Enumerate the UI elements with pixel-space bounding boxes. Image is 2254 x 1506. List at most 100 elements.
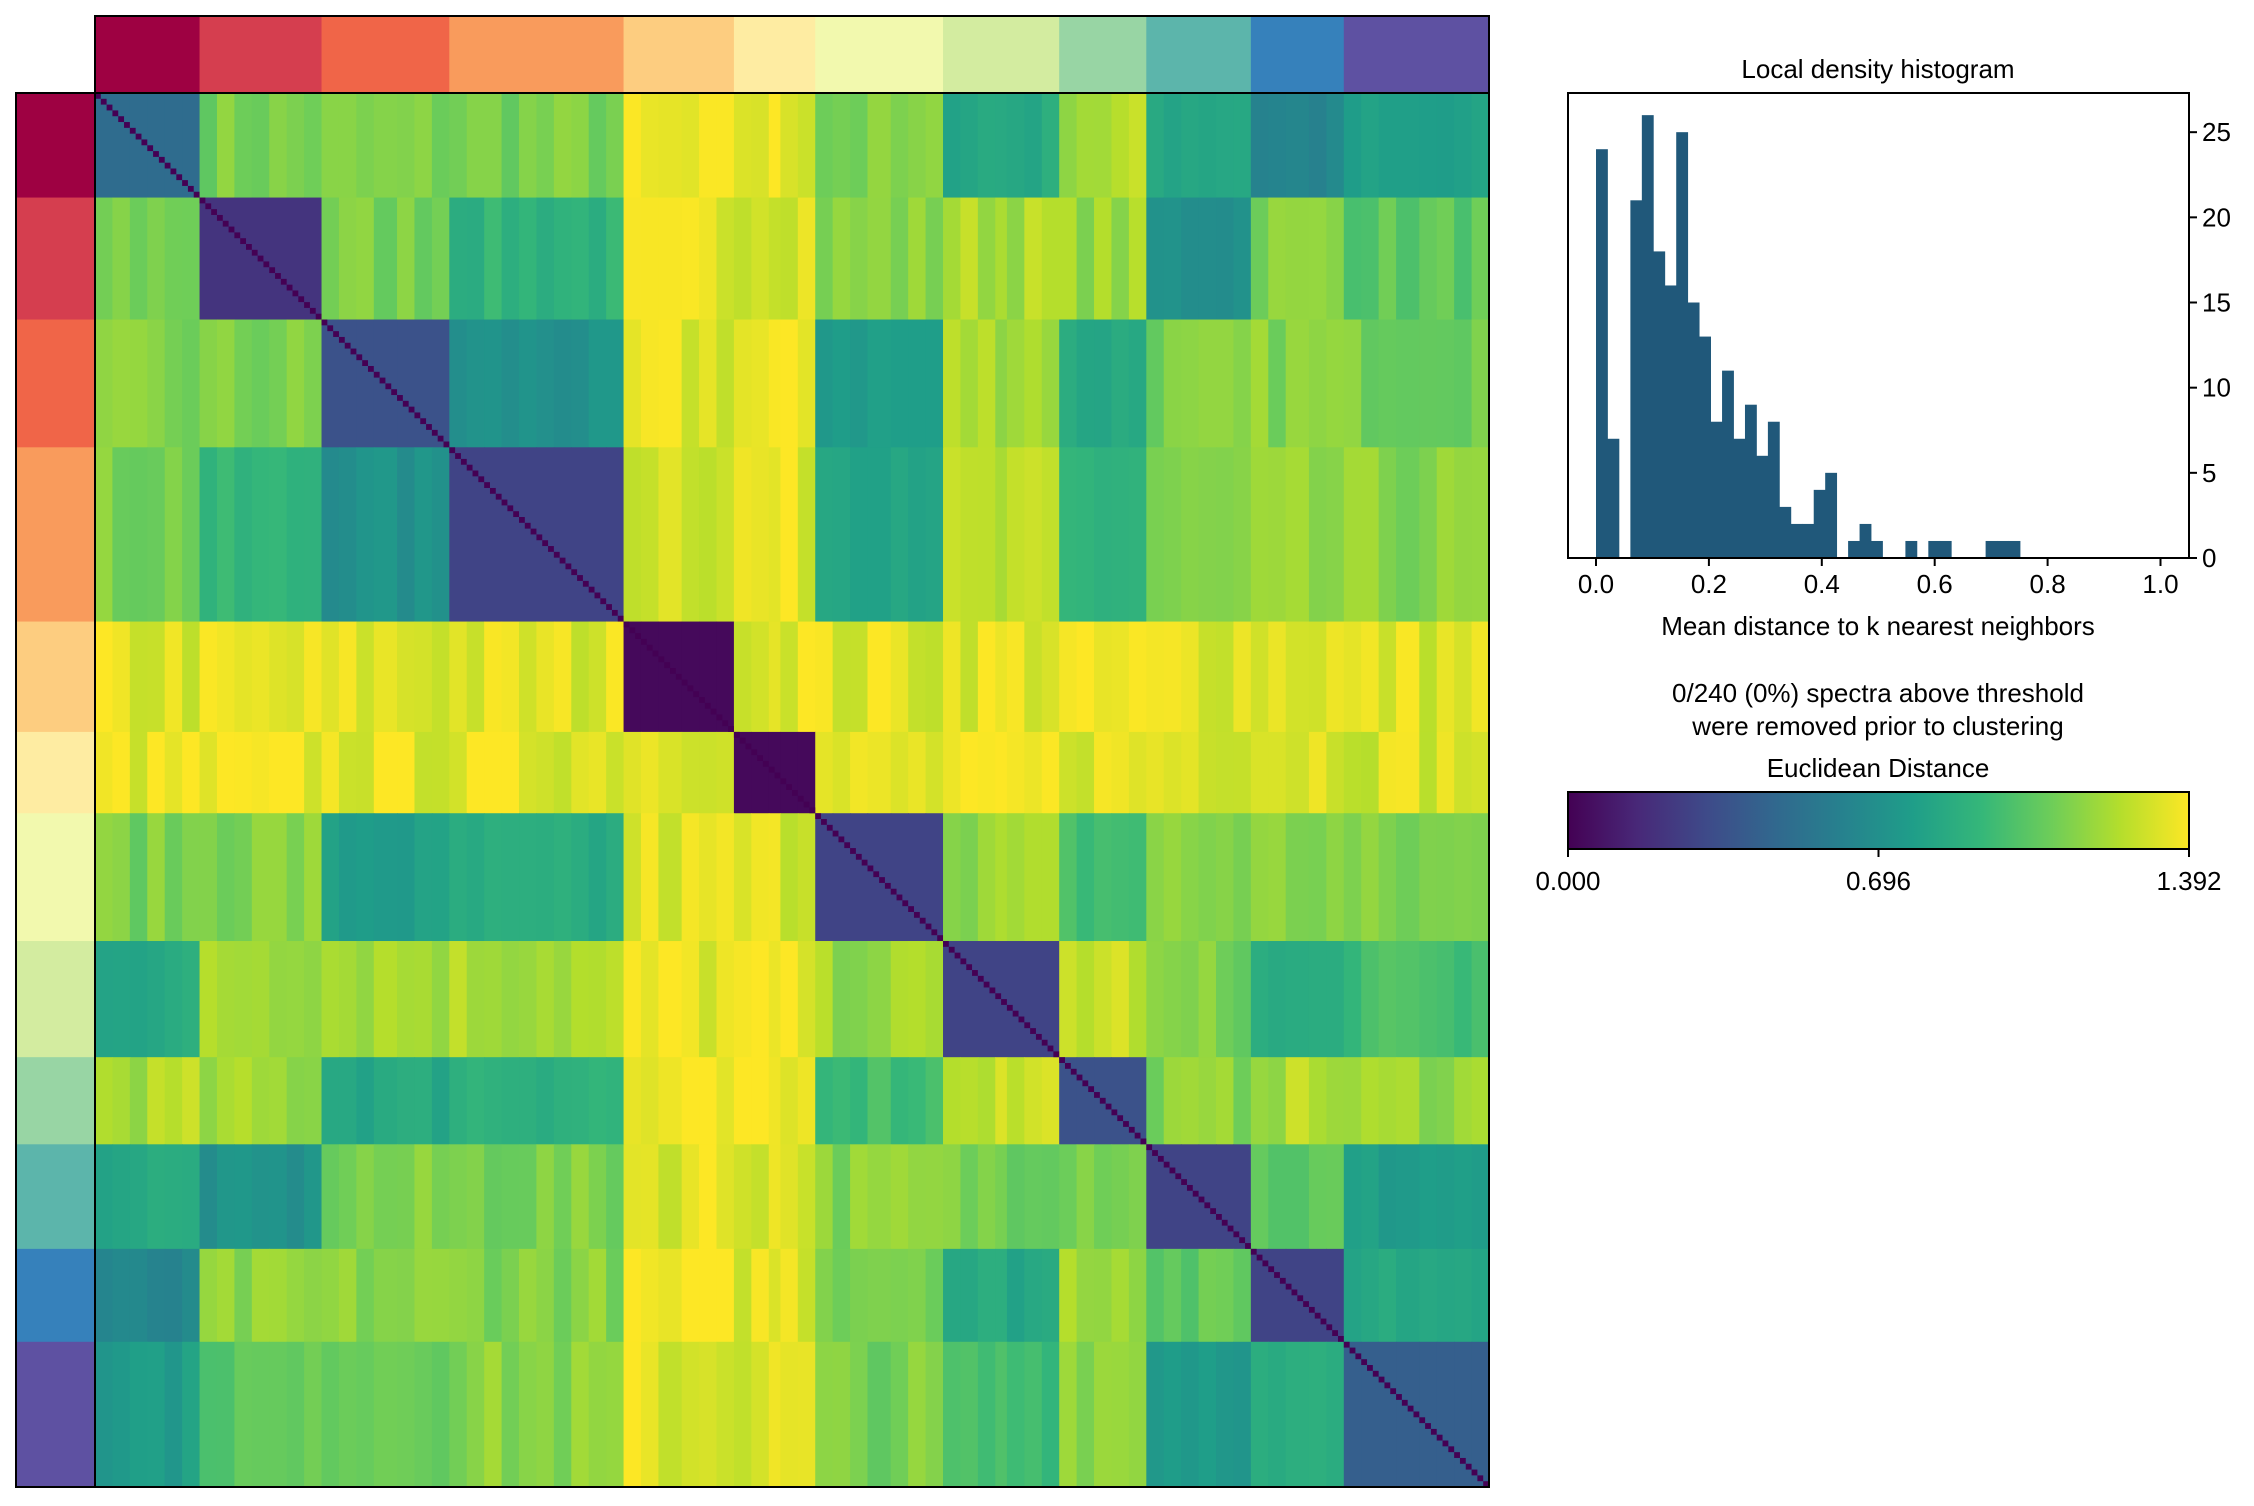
heatmap-block <box>815 1248 944 1343</box>
heatmap-cell <box>815 319 834 448</box>
heatmap-block <box>321 731 450 814</box>
heatmap-cell <box>716 1248 735 1343</box>
heatmap-block <box>943 447 1060 623</box>
heatmap-cell <box>519 319 538 448</box>
heatmap-cell <box>1268 1248 1287 1343</box>
heatmap-cell <box>890 1057 909 1145</box>
heatmap-block <box>943 197 1060 321</box>
heatmap-cell <box>286 731 305 814</box>
heatmap-cell <box>943 1341 962 1488</box>
heatmap-cell <box>234 447 253 623</box>
heatmap-cell <box>519 621 538 733</box>
diagonal-cell <box>943 941 949 947</box>
heatmap-cell <box>304 197 323 321</box>
diagonal-cell <box>1274 1272 1280 1278</box>
heatmap-cell <box>1436 1341 1455 1488</box>
top-bar-frame <box>94 15 1490 94</box>
heatmap-cell <box>1094 1144 1113 1250</box>
heatmap-cell <box>681 941 700 1058</box>
heatmap-cell <box>1250 621 1269 733</box>
heatmap-cell <box>182 813 201 942</box>
heatmap-block <box>1059 319 1147 448</box>
heatmap-cell <box>1163 1248 1182 1343</box>
heatmap-cell <box>199 1248 218 1343</box>
diagonal-cell <box>617 615 624 622</box>
heatmap-cell <box>338 447 357 623</box>
diagonal-cell <box>664 662 671 669</box>
heatmap-cell <box>199 731 218 814</box>
diagonal-cell <box>1378 1376 1385 1383</box>
histogram-xlabel: Mean distance to k nearest neighbors <box>1661 611 2095 641</box>
heatmap-cell <box>768 621 781 733</box>
heatmap-cell <box>1006 731 1025 814</box>
diagonal-cell <box>489 487 496 494</box>
heatmap-cell <box>1285 447 1310 623</box>
heatmap-cell <box>925 941 944 1058</box>
cluster-color-cell <box>16 319 95 448</box>
diagonal-cell <box>681 679 688 686</box>
diagonal-cell <box>519 517 525 523</box>
heatmap-cell <box>1285 1144 1310 1250</box>
heatmap-cell <box>1396 813 1420 942</box>
heatmap-cell <box>699 941 718 1058</box>
heatmap-cell <box>397 1144 416 1250</box>
heatmap-cell <box>815 1341 834 1488</box>
diagonal-cell <box>431 429 438 436</box>
heatmap-cell <box>925 813 944 942</box>
diagonal-cell <box>275 273 281 279</box>
heatmap-cell <box>681 319 700 448</box>
heatmap-block <box>95 447 201 623</box>
diagonal-cell <box>495 493 502 500</box>
heatmap-cell <box>466 93 485 199</box>
heatmap-cell <box>780 1341 799 1488</box>
heatmap-cell <box>960 1144 979 1250</box>
heatmap-cell <box>1198 813 1217 942</box>
heatmap-block <box>733 813 816 942</box>
heatmap-block <box>1250 447 1345 623</box>
heatmap-cell <box>484 1057 503 1145</box>
histogram-bar <box>2008 540 2021 558</box>
diagonal-cell <box>588 586 595 593</box>
heatmap-cell <box>182 1144 201 1250</box>
heatmap-cell <box>1419 1341 1438 1488</box>
diagonal-cell <box>1239 1237 1246 1244</box>
diagonal-cell <box>1262 1260 1269 1267</box>
heatmap-cell <box>1378 1144 1397 1250</box>
heatmap-cell <box>1396 197 1420 321</box>
heatmap-block <box>321 941 450 1058</box>
heatmap-cell <box>1436 813 1455 942</box>
heatmap-cell <box>269 1144 288 1250</box>
heatmap-cell <box>1146 1057 1165 1145</box>
heatmap-block <box>1059 1248 1147 1343</box>
diagonal-cell <box>1146 1144 1153 1151</box>
heatmap-cell <box>286 1144 305 1250</box>
heatmap-block <box>733 941 816 1058</box>
heatmap-cell <box>716 1341 735 1488</box>
heatmap-cell <box>1268 1057 1287 1145</box>
heatmap-cell <box>484 93 503 199</box>
heatmap-block <box>1059 1144 1147 1250</box>
diagonal-cell <box>205 203 212 210</box>
heatmap-cell <box>1436 1057 1455 1145</box>
diagonal-cell <box>1279 1277 1286 1284</box>
heatmap-block <box>199 93 323 199</box>
heatmap-cell <box>908 731 927 814</box>
heatmap-cell <box>640 447 660 623</box>
heatmap-cell <box>1471 813 1490 942</box>
heatmap-cell <box>536 731 555 814</box>
heatmap-cell <box>977 319 996 448</box>
heatmap-cell <box>699 319 718 448</box>
heatmap-cell <box>269 941 288 1058</box>
heatmap-cell <box>681 731 700 814</box>
heatmap-cell <box>1041 621 1060 733</box>
diagonal-cell <box>118 116 125 123</box>
diagonal-cell <box>106 104 113 111</box>
histogram-bar <box>1871 540 1883 558</box>
heatmap-cell <box>733 813 752 942</box>
heatmap-cell <box>1378 621 1397 733</box>
histogram-bar <box>1733 438 1746 558</box>
heatmap-block <box>1059 1341 1147 1488</box>
heatmap-cell <box>751 1144 770 1250</box>
heatmap-cell <box>1163 1341 1182 1488</box>
heatmap-cell <box>321 93 340 199</box>
